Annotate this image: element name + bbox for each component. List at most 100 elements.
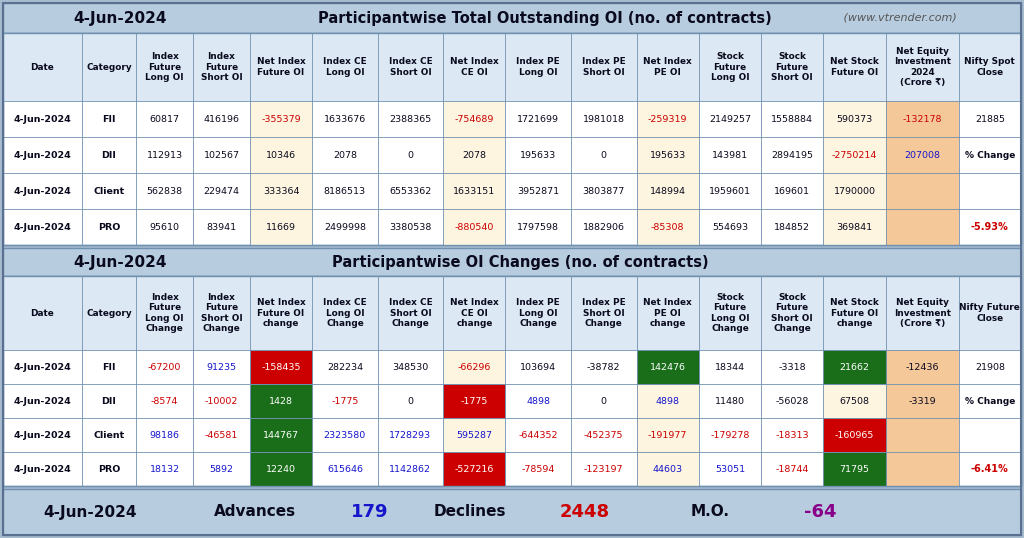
Text: 21908: 21908 — [975, 363, 1005, 372]
Text: DII: DII — [101, 151, 117, 159]
Text: 0: 0 — [408, 397, 414, 406]
Text: Net Stock
Future OI: Net Stock Future OI — [830, 58, 879, 77]
Bar — [823, 33, 886, 245]
Text: Stock
Future
Long OI: Stock Future Long OI — [711, 52, 750, 82]
Text: 282234: 282234 — [327, 363, 362, 372]
Bar — [443, 33, 506, 245]
Bar — [886, 33, 958, 245]
Text: 11480: 11480 — [715, 397, 744, 406]
Text: Index
Future
Short OI
Change: Index Future Short OI Change — [201, 293, 243, 333]
Text: 4-Jun-2024: 4-Jun-2024 — [13, 223, 72, 231]
Text: Index CE
Long OI
Change: Index CE Long OI Change — [323, 298, 367, 328]
Text: 4-Jun-2024: 4-Jun-2024 — [74, 11, 167, 25]
Bar — [250, 384, 312, 418]
Text: 333364: 333364 — [263, 187, 299, 195]
Text: FII: FII — [102, 115, 116, 124]
Bar — [3, 248, 1021, 276]
Bar — [3, 33, 1021, 245]
Text: 1142862: 1142862 — [389, 464, 431, 473]
Text: -3318: -3318 — [778, 363, 806, 372]
Text: -3319: -3319 — [908, 397, 936, 406]
Bar — [823, 350, 886, 384]
Bar — [250, 452, 312, 486]
Text: 179: 179 — [351, 503, 389, 521]
Text: PRO: PRO — [97, 464, 120, 473]
Text: 2388365: 2388365 — [389, 115, 431, 124]
Text: 595287: 595287 — [457, 430, 493, 440]
Text: Index PE
Short OI: Index PE Short OI — [582, 58, 626, 77]
Text: 0: 0 — [408, 151, 414, 159]
Text: 91235: 91235 — [207, 363, 237, 372]
Text: -644352: -644352 — [518, 430, 558, 440]
Text: Net Equity
Investment
(Crore ₹): Net Equity Investment (Crore ₹) — [894, 298, 950, 328]
Bar — [637, 276, 698, 486]
Bar — [3, 276, 1021, 350]
Bar — [443, 384, 506, 418]
Text: 60817: 60817 — [150, 115, 179, 124]
Text: 3380538: 3380538 — [389, 223, 431, 231]
Text: -452375: -452375 — [584, 430, 624, 440]
Text: Nifty Future
Close: Nifty Future Close — [959, 303, 1020, 323]
Text: -160965: -160965 — [835, 430, 874, 440]
Text: 44603: 44603 — [652, 464, 683, 473]
Text: 6553362: 6553362 — [389, 187, 431, 195]
Text: -18313: -18313 — [775, 430, 809, 440]
Text: -46581: -46581 — [205, 430, 239, 440]
Text: Net Index
CE OI
change: Net Index CE OI change — [450, 298, 499, 328]
Text: 369841: 369841 — [837, 223, 872, 231]
Text: % Change: % Change — [965, 397, 1015, 406]
Text: -78594: -78594 — [521, 464, 555, 473]
Bar — [250, 350, 312, 384]
Text: 143981: 143981 — [712, 151, 748, 159]
Text: % Change: % Change — [965, 151, 1015, 159]
Text: 207008: 207008 — [904, 151, 940, 159]
Bar — [3, 276, 1021, 486]
Text: FII: FII — [102, 363, 116, 372]
Text: Net Stock
Future OI
change: Net Stock Future OI change — [830, 298, 879, 328]
Text: -1775: -1775 — [331, 397, 358, 406]
Text: 195633: 195633 — [520, 151, 556, 159]
Text: 98186: 98186 — [150, 430, 179, 440]
Text: Net Equity
Investment
2024
(Crore ₹): Net Equity Investment 2024 (Crore ₹) — [894, 47, 950, 87]
Text: -5.93%: -5.93% — [971, 222, 1009, 232]
Text: 10346: 10346 — [266, 151, 296, 159]
Text: -158435: -158435 — [261, 363, 301, 372]
Text: 3803877: 3803877 — [583, 187, 625, 195]
Text: Client: Client — [93, 430, 125, 440]
Text: 1882906: 1882906 — [583, 223, 625, 231]
Text: 1633151: 1633151 — [454, 187, 496, 195]
Text: 4898: 4898 — [526, 397, 550, 406]
Bar — [637, 350, 698, 384]
Text: 4-Jun-2024: 4-Jun-2024 — [13, 187, 72, 195]
Text: Stock
Future
Short OI: Stock Future Short OI — [771, 52, 813, 82]
Text: -85308: -85308 — [651, 223, 684, 231]
Bar — [3, 3, 1021, 33]
Text: 53051: 53051 — [715, 464, 745, 473]
Text: -64: -64 — [804, 503, 837, 521]
Text: 1428: 1428 — [269, 397, 293, 406]
Text: Advances: Advances — [214, 505, 296, 520]
Text: 1558884: 1558884 — [771, 115, 813, 124]
Text: Index CE
Short OI: Index CE Short OI — [388, 58, 432, 77]
Text: -38782: -38782 — [587, 363, 621, 372]
Text: (www.vtrender.com): (www.vtrender.com) — [834, 13, 956, 23]
Bar — [443, 452, 506, 486]
Text: -56028: -56028 — [775, 397, 809, 406]
Text: 615646: 615646 — [327, 464, 362, 473]
Text: 102567: 102567 — [204, 151, 240, 159]
Text: Stock
Future
Long OI
Change: Stock Future Long OI Change — [711, 293, 750, 333]
Text: Net Index
CE OI: Net Index CE OI — [450, 58, 499, 77]
Text: Index PE
Long OI
Change: Index PE Long OI Change — [516, 298, 560, 328]
Text: Date: Date — [31, 308, 54, 317]
Text: 103694: 103694 — [520, 363, 556, 372]
Text: 18344: 18344 — [715, 363, 745, 372]
Text: Participantwise OI Changes (no. of contracts): Participantwise OI Changes (no. of contr… — [332, 254, 709, 270]
Text: 2323580: 2323580 — [324, 430, 366, 440]
Text: Stock
Future
Short OI
Change: Stock Future Short OI Change — [771, 293, 813, 333]
Text: Declines: Declines — [434, 505, 506, 520]
Text: 1721699: 1721699 — [517, 115, 559, 124]
Text: 3952871: 3952871 — [517, 187, 559, 195]
Text: 416196: 416196 — [204, 115, 240, 124]
Text: 1633676: 1633676 — [324, 115, 366, 124]
Text: Net Index
PE OI
change: Net Index PE OI change — [643, 298, 692, 328]
